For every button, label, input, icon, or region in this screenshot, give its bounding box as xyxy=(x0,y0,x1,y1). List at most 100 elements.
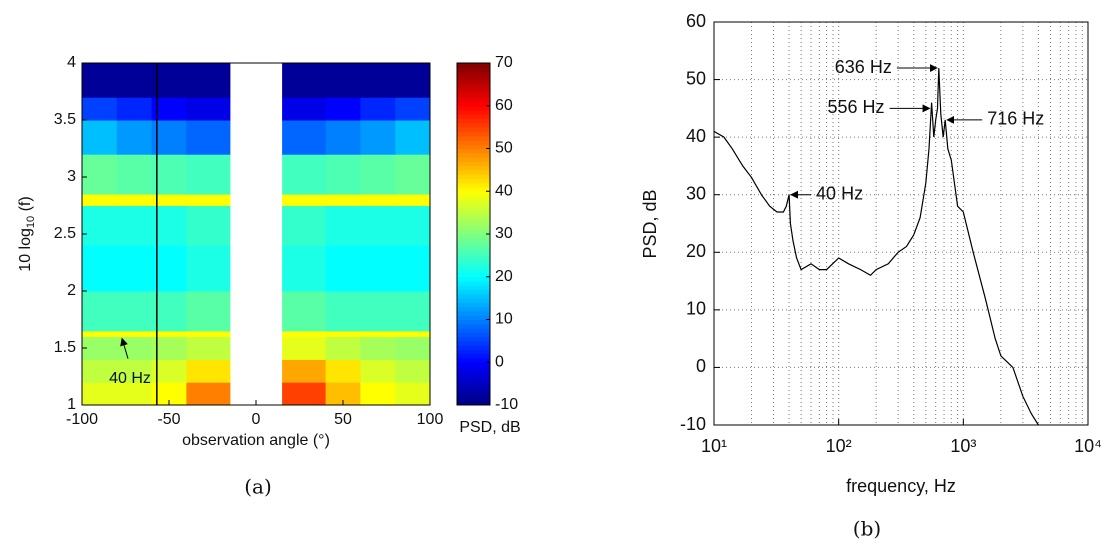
heat-cell xyxy=(186,194,231,206)
colorbar-swatch xyxy=(457,105,490,111)
heat-cell xyxy=(116,330,153,338)
colorbar-swatch xyxy=(457,246,490,252)
heat-cell xyxy=(282,336,327,360)
colorbar-swatch xyxy=(457,208,490,214)
heat-cell xyxy=(395,97,431,121)
colorbar-swatch xyxy=(457,152,490,158)
colorbar-swatch xyxy=(457,92,490,98)
data-line xyxy=(713,68,1039,426)
y-tick-label: 60 xyxy=(686,11,706,31)
heat-cell xyxy=(325,205,361,246)
colorbar-swatch xyxy=(457,272,490,278)
colorbar-swatch xyxy=(457,234,490,239)
colorbar-swatch xyxy=(457,118,490,124)
heat-cell xyxy=(325,245,361,292)
colorbar-swatch xyxy=(457,370,490,376)
heat-cell xyxy=(325,120,361,155)
colorbar-swatch xyxy=(457,101,490,107)
heat-cell xyxy=(82,382,118,406)
colorbar-swatch xyxy=(457,332,490,338)
heat-cell xyxy=(360,63,396,98)
colorbar-swatch xyxy=(457,396,490,402)
colorbar-swatch xyxy=(457,148,490,154)
heat-cell xyxy=(282,382,327,406)
colorbar-swatch xyxy=(457,221,490,226)
x-tick-label: 10² xyxy=(826,436,852,456)
heat-cell xyxy=(395,359,431,383)
colorbar-swatch xyxy=(457,135,490,141)
heat-cell xyxy=(151,382,187,406)
colorbar-tick-label: 0 xyxy=(495,353,504,370)
colorbar-swatch xyxy=(457,353,490,359)
heat-cell xyxy=(116,291,153,332)
colorbar-swatch xyxy=(457,165,490,171)
colorbar-swatch xyxy=(457,242,490,248)
heat-cell xyxy=(116,97,153,121)
y-tick-label: -10 xyxy=(680,414,706,434)
colorbar-swatch xyxy=(457,114,490,120)
colorbar-swatch xyxy=(457,122,490,128)
y-label-part: (f) xyxy=(17,196,34,216)
heat-cell xyxy=(186,359,231,383)
colorbar-swatch xyxy=(457,400,490,406)
heat-cell xyxy=(325,154,361,195)
colorbar-swatch xyxy=(457,195,490,201)
colorbar-tick-label: 50 xyxy=(495,140,513,157)
heat-cell xyxy=(360,382,396,406)
colorbar-swatch xyxy=(457,144,490,149)
colorbar-swatch xyxy=(457,204,490,209)
colorbar-swatch xyxy=(457,255,490,261)
colorbar-swatch xyxy=(457,161,490,167)
colorbar-swatch xyxy=(457,75,490,81)
annotation: 716 Hz xyxy=(987,109,1044,129)
heat-cell xyxy=(82,97,118,121)
colorbar-swatch xyxy=(457,302,490,308)
heat-cell xyxy=(360,291,396,332)
heat-cell xyxy=(360,336,396,360)
colorbar-swatch xyxy=(457,63,490,68)
heat-cell xyxy=(82,336,118,360)
annotation: 556 Hz xyxy=(828,97,885,117)
x-tick-label: 100 xyxy=(417,411,444,428)
x-tick-label: 50 xyxy=(334,411,352,428)
heat-cell xyxy=(186,63,231,98)
heat-cell xyxy=(82,194,118,206)
heat-cell xyxy=(186,205,231,246)
colorbar-swatch xyxy=(457,212,490,218)
colorbar-swatch xyxy=(457,366,490,372)
plot-frame xyxy=(713,21,1089,426)
heat-cell xyxy=(360,359,396,383)
annotation: 40 Hz xyxy=(816,183,863,203)
heat-cell xyxy=(186,154,231,195)
colorbar-swatch xyxy=(457,281,490,286)
heat-cell xyxy=(395,336,431,360)
colorbar-swatch xyxy=(457,186,490,192)
caption: (b) xyxy=(853,517,881,541)
colorbar-swatch xyxy=(457,238,490,244)
heat-cell xyxy=(186,291,231,332)
y-tick-label: 1.5 xyxy=(54,339,76,356)
x-axis-label: frequency, Hz xyxy=(846,476,956,496)
heat-cell xyxy=(82,291,118,332)
heat-cell xyxy=(395,205,431,246)
colorbar-swatch xyxy=(457,349,490,355)
heat-cell xyxy=(151,330,187,338)
heat-cell xyxy=(282,359,327,383)
heat-cell xyxy=(395,245,431,292)
x-tick-label: -100 xyxy=(66,411,98,428)
colorbar-label: PSD, dB xyxy=(459,419,520,436)
colorbar-swatch xyxy=(457,225,490,231)
colorbar-swatch xyxy=(457,174,490,179)
heat-cell xyxy=(82,120,118,155)
colorbar-swatch xyxy=(457,229,490,235)
heat-cell xyxy=(116,120,153,155)
heat-cell xyxy=(151,97,187,121)
heat-cell xyxy=(325,382,361,406)
y-label-part: 10 log xyxy=(17,228,34,272)
y-tick-label: 30 xyxy=(686,183,706,203)
colorbar-swatch xyxy=(457,157,490,162)
heat-cell xyxy=(282,291,327,332)
colorbar-swatch xyxy=(457,289,490,295)
colorbar-swatch xyxy=(457,293,490,299)
